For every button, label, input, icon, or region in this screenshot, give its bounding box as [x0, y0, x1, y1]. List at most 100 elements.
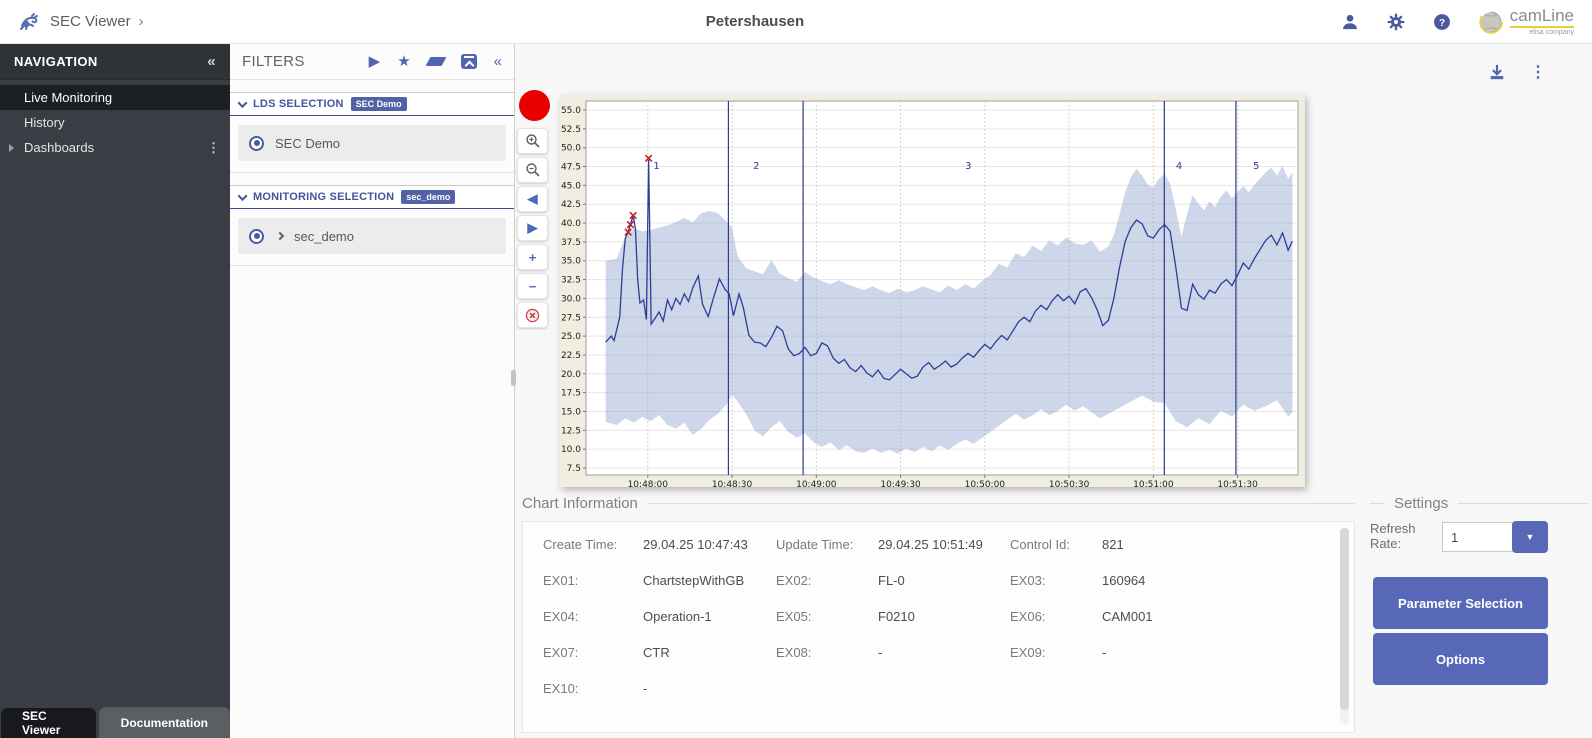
filter-section-header[interactable]: MONITORING SELECTION sec_demo — [230, 185, 514, 209]
save-filter-icon[interactable] — [460, 54, 477, 69]
info-value: CAM001 — [1102, 608, 1153, 624]
refresh-rate-dropdown-button[interactable]: ▼ — [1512, 521, 1548, 553]
table-row: EX04: Operation-1 EX05: F0210 EX06: CAM001 — [543, 598, 1348, 634]
filters-toolbar: ▶ ★ « — [369, 54, 502, 69]
refresh-rate-input[interactable] — [1442, 522, 1514, 552]
app-logo-icon — [20, 12, 38, 30]
info-label: EX10: — [543, 680, 579, 696]
filter-section-header[interactable]: LDS SELECTION SEC Demo — [230, 92, 514, 116]
tab-documentation[interactable]: Documentation — [98, 707, 230, 738]
item-overflow-menu-icon[interactable]: ⋮ — [207, 139, 220, 155]
pan-left-button[interactable]: ◀ — [517, 186, 548, 212]
brand-tagline: elisa company — [1509, 26, 1574, 36]
table-row: EX01: ChartstepWithGB EX02: FL-0 EX03: 160964 — [543, 562, 1348, 598]
refresh-rate-row: Refresh Rate: ▼ — [1370, 521, 1588, 553]
y-tick-label: 35.0 — [561, 257, 581, 267]
tab-sec-viewer[interactable]: SEC Viewer — [0, 707, 97, 738]
bottom-tabs: SEC Viewer Documentation — [0, 707, 230, 738]
clear-filter-icon[interactable] — [425, 57, 447, 66]
breadcrumb-chevron-icon[interactable]: › — [138, 13, 144, 30]
download-icon[interactable] — [1488, 63, 1506, 81]
parameter-selection-button[interactable]: Parameter Selection — [1373, 577, 1548, 629]
violation-marker-icon — [629, 211, 637, 220]
info-value: CTR — [643, 644, 670, 660]
chevron-down-icon: ▼ — [1525, 532, 1535, 542]
filter-option-label: SEC Demo — [275, 135, 341, 151]
stop-button[interactable] — [517, 302, 548, 328]
zoom-in-icon — [525, 134, 540, 148]
step-label: 4 — [1176, 161, 1182, 172]
chevron-down-icon — [237, 97, 248, 108]
step-label: 5 — [1253, 161, 1259, 172]
radio-selected[interactable] — [249, 135, 264, 151]
user-icon[interactable] — [1340, 12, 1360, 32]
step-label: 3 — [965, 161, 971, 172]
info-value: FL-0 — [878, 572, 905, 588]
filter-sections: LDS SELECTION SEC Demo SEC Demo MONITORING … — [230, 80, 514, 266]
run-filter-icon[interactable]: ▶ — [368, 53, 381, 70]
zoom-out-button[interactable] — [517, 157, 548, 183]
add-button[interactable]: + — [517, 244, 548, 270]
chart-information-title: Chart Information — [522, 495, 638, 512]
info-label: Create Time: — [543, 536, 618, 552]
favorite-icon[interactable]: ★ — [397, 53, 411, 70]
collapse-panel-icon[interactable]: « — [493, 53, 502, 70]
help-icon[interactable]: ? — [1432, 12, 1452, 32]
y-tick-label: 15.0 — [561, 407, 581, 417]
series-line — [605, 159, 1293, 381]
info-label: Update Time: — [776, 536, 854, 552]
cancel-icon — [525, 308, 540, 322]
sidebar-item-label: Live Monitoring — [24, 90, 113, 105]
info-label: EX03: — [1010, 572, 1046, 588]
step-label: 2 — [753, 161, 759, 172]
sidebar-items: Live Monitoring History Dashboards ⋮ — [0, 85, 230, 160]
zoom-out-icon — [525, 163, 540, 177]
filters-title: FILTERS — [242, 53, 305, 70]
y-tick-label: 22.5 — [561, 351, 581, 361]
scrollbar-track[interactable] — [1340, 528, 1349, 724]
sidebar-item-live-monitoring[interactable]: Live Monitoring — [0, 85, 230, 110]
plot-area — [585, 100, 1299, 476]
chevron-down-icon — [237, 190, 248, 201]
y-tick-label: 27.5 — [561, 313, 581, 323]
pan-right-button[interactable]: ▶ — [517, 215, 548, 241]
arrow-left-icon: ◀ — [527, 191, 538, 206]
expand-chevron-icon[interactable] — [275, 231, 285, 241]
filters-panel: FILTERS ▶ ★ « LDS SELECTION SEC Demo SEC D… — [230, 44, 515, 738]
sidebar-collapse-icon[interactable]: « — [207, 53, 216, 70]
info-label: EX08: — [776, 644, 812, 660]
sidebar-title: NAVIGATION — [14, 54, 98, 69]
y-tick-label: 20.0 — [561, 370, 581, 380]
info-label: EX09: — [1010, 644, 1046, 660]
info-value: - — [643, 680, 648, 696]
panel-resize-handle[interactable] — [511, 370, 516, 386]
settings-section: Settings Refresh Rate: ▼ Parameter Selec… — [1370, 495, 1588, 685]
sidebar-item-history[interactable]: History — [0, 110, 230, 135]
filters-header: FILTERS ▶ ★ « — [230, 44, 514, 80]
refresh-rate-label: Refresh Rate: — [1370, 521, 1416, 551]
y-tick-label: 10.0 — [561, 445, 581, 455]
x-tick-label: 10:49:00 — [796, 480, 837, 487]
gear-icon[interactable] — [1386, 12, 1406, 32]
x-tick-label: 10:48:30 — [712, 480, 753, 487]
brand-logo: camLine elisa company — [1478, 7, 1574, 36]
app-title[interactable]: SEC Viewer — [50, 13, 131, 30]
sidebar-item-dashboards[interactable]: Dashboards ⋮ — [0, 135, 230, 160]
filter-option-sec-demo[interactable]: SEC Demo — [238, 125, 506, 161]
radio-selected[interactable] — [249, 228, 264, 244]
info-value: F0210 — [878, 608, 915, 624]
scrollbar-thumb[interactable] — [1340, 528, 1349, 711]
filter-option-sec-demo[interactable]: sec_demo — [238, 218, 506, 254]
y-tick-label: 32.5 — [561, 276, 581, 286]
spc-chart[interactable]: 55.052.550.047.545.042.540.037.535.032.5… — [560, 95, 1305, 490]
x-tick-label: 10:49:30 — [880, 480, 921, 487]
info-label: EX06: — [1010, 608, 1046, 624]
eraser-icon — [425, 57, 447, 66]
zoom-in-button[interactable] — [517, 128, 548, 154]
info-label: EX05: — [776, 608, 812, 624]
more-options-icon[interactable]: ⋮ — [1530, 64, 1546, 81]
options-button[interactable]: Options — [1373, 633, 1548, 685]
remove-button[interactable]: − — [517, 273, 548, 299]
chart-actions: ⋮ — [1488, 62, 1546, 82]
chart-information-legend: Chart Information — [522, 495, 1355, 512]
